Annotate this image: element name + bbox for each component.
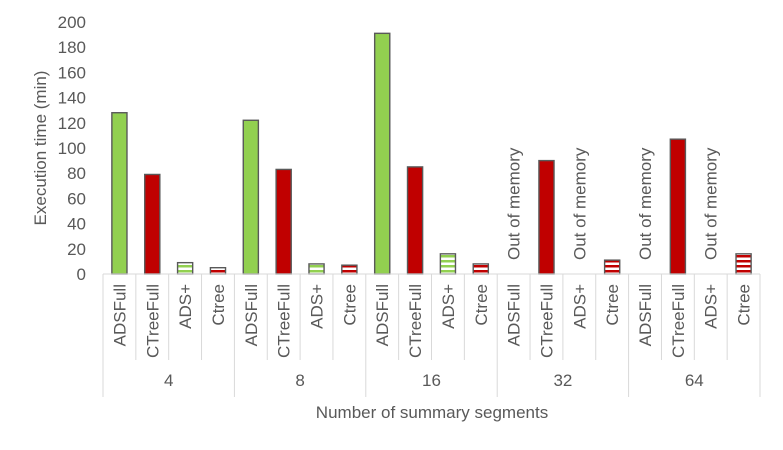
x-tick-label: CTreeFull xyxy=(669,284,688,358)
group-label: 64 xyxy=(685,371,704,390)
x-tick-label: ADSFull xyxy=(373,284,392,346)
y-tick-label: 200 xyxy=(58,13,86,32)
x-tick-label: CTreeFull xyxy=(143,284,162,358)
out-of-memory-label: Out of memory xyxy=(636,147,655,260)
x-tick-label: ADSFull xyxy=(505,284,524,346)
x-tick-label: CTreeFull xyxy=(537,284,556,358)
y-tick-label: 140 xyxy=(58,89,86,108)
x-tick-label: ADS+ xyxy=(439,284,458,329)
y-tick-label: 100 xyxy=(58,139,86,158)
x-tick-label: ADS+ xyxy=(570,284,589,329)
group-label: 32 xyxy=(553,371,572,390)
bar-ctreefull-32 xyxy=(538,159,555,275)
bars: Out of memory Out of memory Out of memory O… xyxy=(111,32,752,275)
bar-ctreefull-4 xyxy=(144,173,161,275)
bar-ctree-64 xyxy=(735,253,752,275)
x-tick-label: CTreeFull xyxy=(275,284,294,358)
bar-adsplus-8 xyxy=(308,263,325,275)
x-tick-label: ADS+ xyxy=(702,284,721,329)
x-tick-label: Ctree xyxy=(340,284,359,326)
y-tick-label: 60 xyxy=(67,189,86,208)
bar-adsfull-4 xyxy=(111,112,128,275)
x-tick-label: Ctree xyxy=(603,284,622,326)
y-tick-label: 0 xyxy=(77,265,86,284)
y-axis: 0 20 40 60 80 100 120 140 160 180 200 xyxy=(58,13,86,284)
bar-ctree-16 xyxy=(472,263,490,275)
out-of-memory-label: Out of memory xyxy=(505,147,524,260)
bar-ctree-4 xyxy=(209,267,227,275)
group-label: 4 xyxy=(164,371,173,390)
bar-adsfull-8 xyxy=(242,119,260,275)
bar-ctree-8 xyxy=(341,264,358,275)
out-of-memory-label: Out of memory xyxy=(570,147,589,260)
group-label: 16 xyxy=(422,371,441,390)
x-tick-label: Ctree xyxy=(209,284,228,326)
y-tick-label: 180 xyxy=(58,38,86,57)
x-axis-label: Number of summary segments xyxy=(316,403,548,422)
bar-ctreefull-64 xyxy=(669,138,687,275)
y-tick-label: 40 xyxy=(67,215,86,234)
x-tick-label: ADSFull xyxy=(636,284,655,346)
y-tick-label: 20 xyxy=(67,240,86,259)
x-axis: ADSFull CTreeFull ADS+ Ctree ADSFull CTreeFul… xyxy=(102,273,761,397)
bar-adsfull-16 xyxy=(373,32,391,275)
y-axis-label: Execution time (min) xyxy=(31,71,50,226)
y-tick-label: 80 xyxy=(67,164,86,183)
bar-adsplus-4 xyxy=(176,261,194,275)
x-tick-label: ADS+ xyxy=(308,284,327,329)
x-tick-label: Ctree xyxy=(472,284,491,326)
x-tick-label: Ctree xyxy=(735,284,754,326)
y-tick-label: 160 xyxy=(58,63,86,82)
bar-ctreefull-8 xyxy=(275,168,292,275)
out-of-memory-label: Out of memory xyxy=(702,147,721,260)
bar-ctreefull-16 xyxy=(406,166,424,275)
bar-ctree-32 xyxy=(603,259,621,275)
x-tick-label: ADS+ xyxy=(176,284,195,329)
group-label: 8 xyxy=(295,371,304,390)
x-tick-label: CTreeFull xyxy=(406,284,425,358)
x-tick-label: ADSFull xyxy=(110,284,129,346)
y-tick-label: 120 xyxy=(58,114,86,133)
x-tick-label: ADSFull xyxy=(242,284,261,346)
bar-adsplus-16 xyxy=(439,253,457,275)
